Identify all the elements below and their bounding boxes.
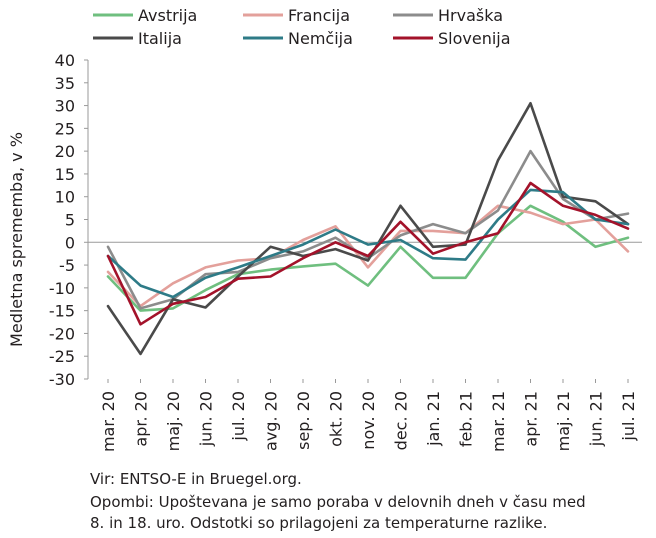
y-tick-label: 20 — [55, 142, 75, 161]
x-tick-label: maj. 21 — [554, 391, 573, 451]
chart-series — [106, 102, 630, 356]
y-tick-label: 15 — [55, 165, 75, 184]
y-tick-label: 0 — [65, 233, 75, 252]
y-tick-label: 40 — [55, 51, 75, 70]
x-tick-label: okt. 20 — [327, 391, 346, 447]
series-line-nemčija — [106, 188, 630, 299]
y-tick-label: -30 — [49, 370, 75, 389]
source-note: Vir: ENTSO-E in Bruegel.org. — [90, 470, 302, 488]
legend-label: Italija — [138, 29, 182, 48]
x-tick-label: jul. 21 — [619, 391, 638, 442]
footnote-line-1: Opombi: Upoštevana je samo poraba v delo… — [90, 493, 586, 511]
y-tick-label: -15 — [49, 302, 75, 321]
series-line-italija — [106, 102, 630, 356]
x-tick-label: sep. 20 — [294, 391, 313, 450]
y-tick-label: -20 — [49, 324, 75, 343]
x-tick-label: apr. 20 — [132, 391, 151, 447]
x-tick-label: jun. 20 — [197, 391, 216, 447]
legend-label: Slovenija — [438, 29, 511, 48]
legend-label: Francija — [288, 6, 350, 25]
y-tick-label: -10 — [49, 279, 75, 298]
y-tick-label: 30 — [55, 97, 75, 116]
x-tick-label: jun. 21 — [587, 391, 606, 447]
x-tick-label: nov. 20 — [359, 391, 378, 450]
x-tick-label: jan. 21 — [424, 391, 443, 447]
series-line-francija — [106, 204, 630, 308]
x-axis-ticks: mar. 20 apr. 20 maj. 20 jun. 20 jul. 20 avg. … — [99, 379, 638, 452]
series-line-slovenija — [106, 181, 630, 326]
x-tick-label: jul. 20 — [229, 391, 248, 442]
y-tick-label: 5 — [65, 211, 75, 230]
x-tick-label: mar. 21 — [489, 391, 508, 452]
footnote-line-2: 8. in 18. uro. Odstotki so prilagojeni z… — [90, 514, 548, 532]
line-chart: Avstrija Francija Hrvaška Italija Nemčija Slo… — [7, 6, 642, 452]
y-tick-label: 35 — [55, 74, 75, 93]
x-tick-label: apr. 21 — [522, 391, 541, 447]
y-tick-label: 25 — [55, 119, 75, 138]
legend-label: Nemčija — [288, 29, 353, 48]
y-tick-label: -5 — [59, 256, 75, 275]
legend-label: Avstrija — [138, 6, 197, 25]
y-axis-label: Medletna sprememba, v % — [7, 132, 26, 347]
x-tick-label: avg. 20 — [262, 391, 281, 451]
series-line-avstrija — [106, 204, 630, 312]
x-tick-label: mar. 20 — [99, 391, 118, 452]
legend-label: Hrvaška — [438, 6, 503, 25]
x-tick-label: dec. 20 — [392, 391, 411, 450]
y-tick-label: -25 — [49, 347, 75, 366]
x-tick-label: maj. 20 — [164, 391, 183, 451]
y-tick-label: 10 — [55, 188, 75, 207]
x-tick-label: feb. 21 — [457, 391, 476, 447]
chart-legend: Avstrija Francija Hrvaška Italija Nemčija Slo… — [93, 6, 511, 48]
y-axis-ticks: -30 -25 -20 -15 -10 -5 0 5 10 15 20 25 30 35 40 — [49, 51, 88, 389]
